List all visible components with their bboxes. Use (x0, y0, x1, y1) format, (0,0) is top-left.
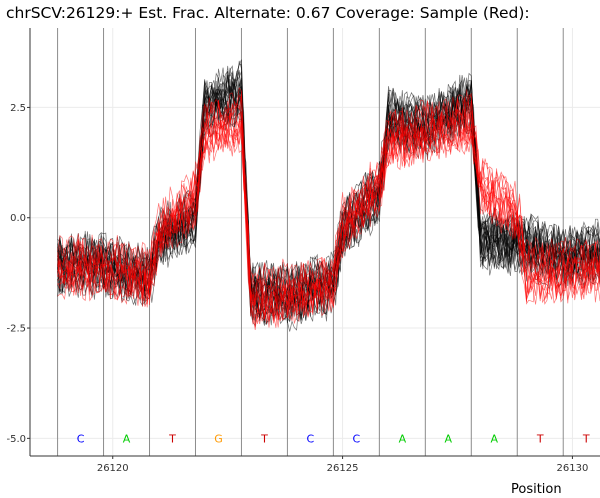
x-tick-label: 26130 (557, 463, 589, 474)
sample-trace (57, 118, 600, 328)
base-label: A (445, 432, 453, 445)
base-label: C (77, 432, 85, 445)
sample-trace (57, 111, 600, 325)
sample-trace (57, 112, 600, 325)
base-label: C (307, 432, 315, 445)
base-label: A (399, 432, 407, 445)
base-label: A (491, 432, 499, 445)
x-tick-label: 26120 (97, 463, 129, 474)
y-tick-label: 0.0 (10, 213, 26, 224)
x-tick-label: 26125 (327, 463, 359, 474)
x-axis-label: Position (511, 482, 562, 497)
sample-trace (57, 91, 600, 304)
series-layer (57, 59, 600, 332)
y-tick-label: -2.5 (6, 324, 26, 335)
y-tick-label: -5.0 (6, 434, 26, 445)
reference-trace (57, 70, 600, 298)
base-label: A (123, 432, 131, 445)
base-label: G (214, 432, 223, 445)
sample-trace (57, 93, 600, 307)
base-label: C (353, 432, 361, 445)
y-tick-label: 2.5 (10, 103, 26, 114)
chart-title: chrSCV:26129:+ Est. Frac. Alternate: 0.6… (6, 4, 530, 22)
base-label: T (260, 432, 268, 445)
base-label: T (168, 432, 176, 445)
axes: 2.5 0.0 -2.5 -5.0 26120 26125 26130 (6, 28, 600, 474)
base-label: T (582, 432, 590, 445)
base-label: T (536, 432, 544, 445)
